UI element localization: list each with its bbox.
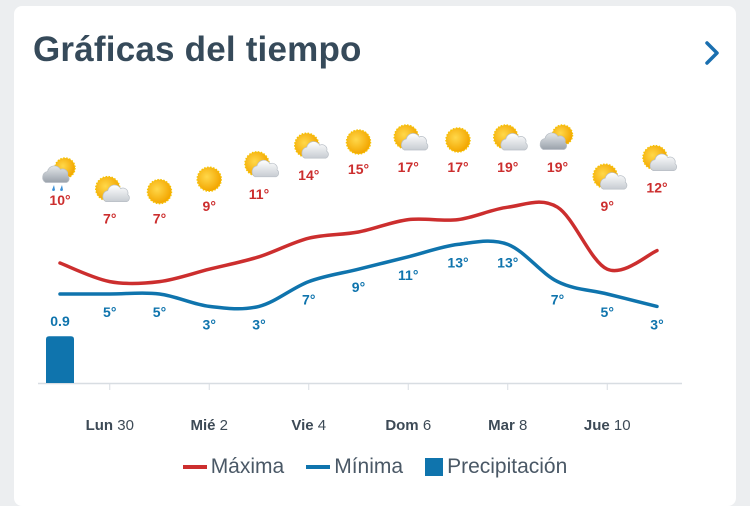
min-temp-label: 3° xyxy=(650,316,663,332)
sun-shape xyxy=(345,129,372,155)
max-temp-label: 10° xyxy=(49,192,70,208)
legend-swatch-min xyxy=(306,465,331,469)
partly-cloudy-icon xyxy=(592,163,628,190)
cloud-shape xyxy=(401,133,429,151)
max-temp-label: 9° xyxy=(203,198,216,214)
cloud-shape xyxy=(539,132,567,150)
min-temp-label: 3° xyxy=(203,316,216,332)
x-tick-label: Mié 2 xyxy=(190,417,228,434)
partly-cloudy-icon xyxy=(244,151,279,178)
cloud-shape xyxy=(649,153,677,171)
x-tick-label: Mar 8 xyxy=(488,417,527,434)
max-temperature-line xyxy=(58,200,659,286)
max-temp-label: 9° xyxy=(601,198,614,214)
max-temp-label: 12° xyxy=(646,180,667,196)
legend-label-min: Mínima xyxy=(334,455,404,478)
sun-shape xyxy=(445,127,471,153)
min-temp-label: 5° xyxy=(153,304,166,320)
x-tick-label: Vie 4 xyxy=(291,417,326,434)
cloud-shape xyxy=(251,159,279,178)
raindrop xyxy=(60,185,63,192)
cloud-shape xyxy=(500,133,528,151)
min-temp-label: 11° xyxy=(398,267,418,283)
partly-cloudy-icon xyxy=(294,132,329,159)
legend-item-precip[interactable]: Precipitación xyxy=(425,455,567,479)
partly-cloudy-icon xyxy=(642,144,677,171)
partly-cloudy-icon xyxy=(393,124,429,151)
x-tick-label: Jue 10 xyxy=(584,417,631,434)
sunny-icon xyxy=(146,178,173,205)
sunny-icon xyxy=(445,127,471,153)
min-temp-label: 9° xyxy=(352,279,365,295)
max-temp-label: 19° xyxy=(497,159,518,175)
max-temp-label: 15° xyxy=(348,161,369,177)
chevron-right-icon[interactable] xyxy=(700,38,724,68)
min-temp-label: 5° xyxy=(601,304,614,320)
min-temp-label: 13° xyxy=(447,254,468,270)
sunny-icon xyxy=(345,129,372,155)
max-temp-label: 7° xyxy=(153,211,166,227)
min-temp-label: 3° xyxy=(252,316,265,332)
chart-legend: Máxima Mínima Precipitación xyxy=(0,455,750,479)
sunny-icon xyxy=(196,166,222,192)
mostly-cloudy-icon xyxy=(539,124,574,150)
partly-cloudy-icon xyxy=(493,124,528,151)
max-temp-label: 19° xyxy=(547,159,568,175)
max-temp-label: 17° xyxy=(447,159,468,175)
x-tick-label: Lun 30 xyxy=(86,417,134,434)
cloud-shape xyxy=(600,172,628,190)
weather-charts-card xyxy=(14,6,736,506)
legend-label-precip: Precipitación xyxy=(447,455,568,478)
page-title: Gráficas del tiempo xyxy=(33,30,362,69)
legend-swatch-precip xyxy=(425,458,444,476)
min-temperature-line xyxy=(58,239,659,311)
partly-cloudy-icon xyxy=(95,175,130,202)
min-temp-label: 5° xyxy=(103,304,116,320)
precip-bar xyxy=(46,336,74,383)
legend-item-max[interactable]: Máxima xyxy=(182,455,285,479)
sun-cloud-rain-icon xyxy=(42,157,76,192)
max-temp-label: 17° xyxy=(398,159,419,175)
cloud-shape xyxy=(301,141,329,159)
legend-swatch-max xyxy=(182,465,207,469)
sun-shape xyxy=(196,166,222,192)
legend-label-max: Máxima xyxy=(210,455,285,478)
min-temp-label: 13° xyxy=(497,254,518,270)
cloud-shape xyxy=(42,165,70,183)
min-temp-label: 7° xyxy=(302,292,315,308)
x-tick-label: Dom 6 xyxy=(385,417,431,434)
legend-item-min[interactable]: Mínima xyxy=(306,455,403,479)
sun-shape xyxy=(146,178,173,205)
raindrop xyxy=(52,185,55,192)
min-temp-label: 7° xyxy=(551,292,564,308)
max-temp-label: 14° xyxy=(298,167,319,183)
max-temp-label: 7° xyxy=(103,211,116,227)
cloud-shape xyxy=(102,184,130,202)
precip-label: 0.9 xyxy=(50,313,70,329)
max-temp-label: 11° xyxy=(249,186,269,202)
